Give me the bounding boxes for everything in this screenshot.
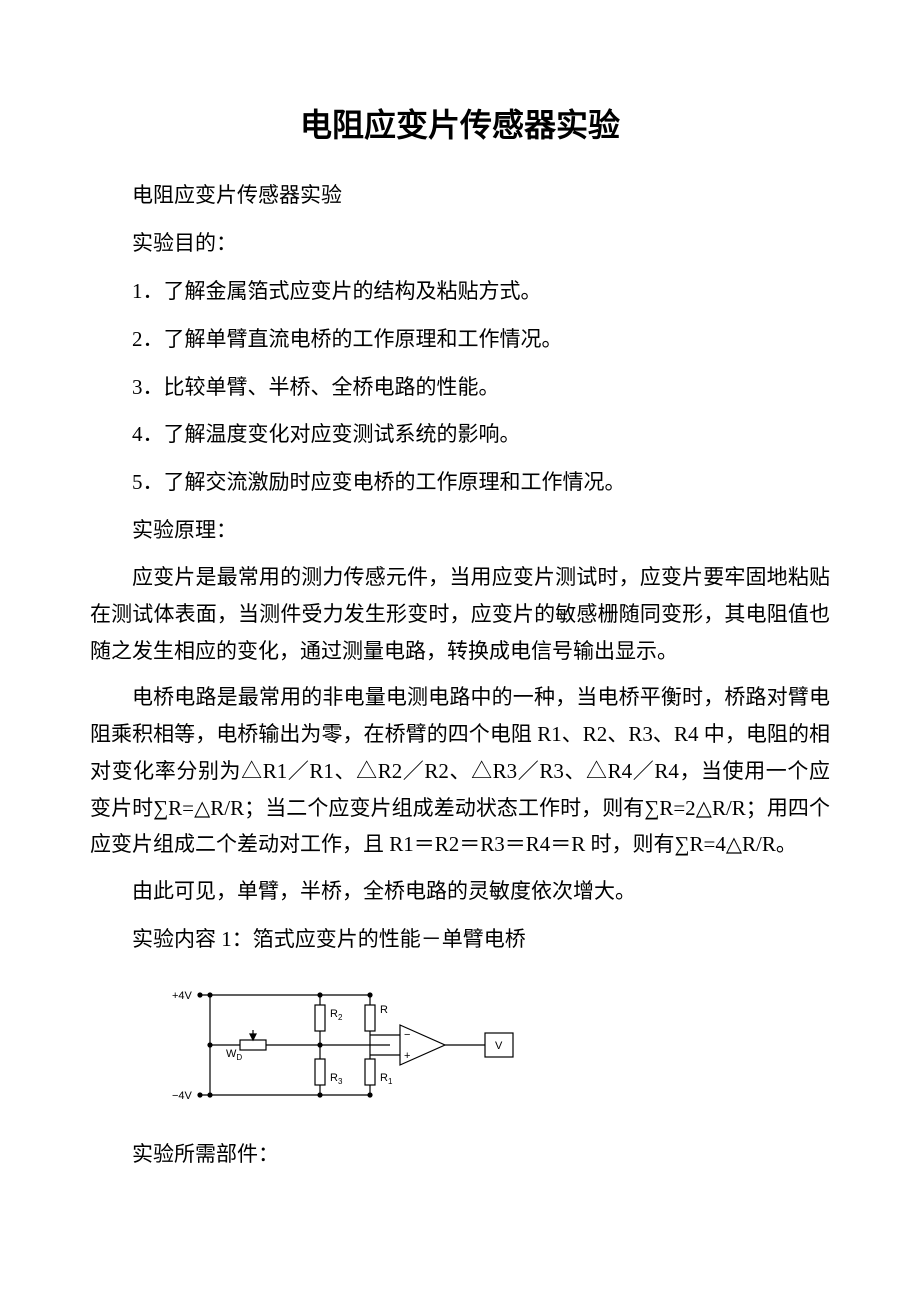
label-r2: R2 <box>330 1008 343 1022</box>
label-minus4v: −4V <box>172 1090 193 1102</box>
section-heading-principle: 实验原理： <box>90 511 830 551</box>
label-r: R <box>380 1004 388 1016</box>
principle-paragraph-3: 由此可见，单臂，半桥，全桥电路的灵敏度依次增大。 <box>90 873 830 910</box>
section-heading-goals: 实验目的： <box>90 224 830 264</box>
goal-item-1: 1．了解金属箔式应变片的结构及粘贴方式。 <box>90 272 830 312</box>
goal-item-3: 3．比较单臂、半桥、全桥电路的性能。 <box>90 368 830 408</box>
label-plus: + <box>404 1050 410 1062</box>
parts-heading: 实验所需部件： <box>90 1135 830 1175</box>
goal-item-2: 2．了解单臂直流电桥的工作原理和工作情况。 <box>90 320 830 360</box>
subtitle: 电阻应变片传感器实验 <box>90 176 830 216</box>
goal-item-4: 4．了解温度变化对应变测试系统的影响。 <box>90 415 830 455</box>
circuit-svg: +4V −4V WD R2 R3 R R1 − + V <box>170 975 530 1115</box>
principle-paragraph-2: 电桥电路是最常用的非电量电测电路中的一种，当电桥平衡时，桥路对臂电阻乘积相等，电… <box>90 679 830 863</box>
label-plus4v: +4V <box>172 990 193 1002</box>
experiment-1-heading: 实验内容 1：箔式应变片的性能－单臂电桥 <box>90 920 830 960</box>
goal-item-5: 5．了解交流激励时应变电桥的工作原理和工作情况。 <box>90 463 830 503</box>
label-r3: R3 <box>330 1072 343 1086</box>
circuit-diagram: +4V −4V WD R2 R3 R R1 − + V <box>170 975 830 1120</box>
label-r1: R1 <box>380 1072 393 1086</box>
label-v: V <box>495 1040 503 1052</box>
principle-paragraph-1: 应变片是最常用的测力传感元件，当用应变片测试时，应变片要牢固地粘贴在测试体表面，… <box>90 559 830 669</box>
page-title: 电阻应变片传感器实验 <box>90 100 830 146</box>
label-minus: − <box>404 1029 410 1041</box>
